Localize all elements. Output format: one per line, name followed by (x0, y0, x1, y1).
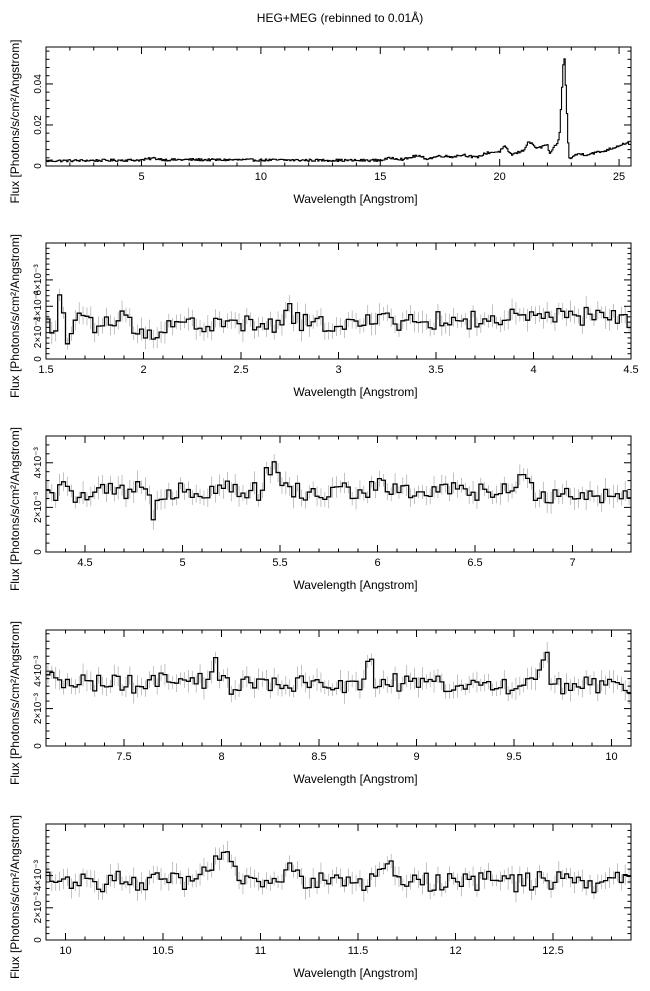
spectrum-line (46, 851, 631, 894)
y-axis-label: Flux [Photons/s/cm²/Angstrom] (8, 39, 22, 203)
x-tick-label: 5 (138, 171, 144, 183)
x-tick-label: 4.5 (77, 557, 92, 569)
y-tick-label: 4×10⁻³ (33, 290, 44, 322)
x-tick-label: 10 (59, 945, 71, 957)
x-tick-label: 9.5 (506, 751, 521, 763)
x-tick-label: 7 (569, 557, 575, 569)
panel-1: 5 10 15 20 25 0 0.02 0.04 Wavelength [Angstrom] F… (8, 39, 632, 206)
x-tick-label: 1.5 (38, 364, 53, 376)
y-tick-label: 0 (33, 743, 44, 749)
x-tick-label: 7.5 (116, 751, 131, 763)
data-series (46, 288, 631, 350)
data-series (46, 840, 631, 903)
y-axis-label: Flux [Photons/s/cm²/Angstrom] (8, 815, 22, 979)
x-axis-label: Wavelength [Angstrom] (293, 578, 417, 592)
x-tick-label: 6.5 (467, 557, 482, 569)
panel-5: 10 10.5 11 11.5 12 12.5 0 2×10⁻³4×10⁻³ Wavelengt… (8, 815, 632, 980)
y-tick-label: 0.04 (33, 74, 44, 94)
spectrum-line (46, 651, 631, 695)
x-tick-label: 12 (449, 945, 461, 957)
x-tick-label: 10 (255, 171, 267, 183)
panel-2: 1.5 2 2.5 3 3.5 4 4.5 0 2×10⁻³4×10⁻³6×10⁻³ Wavele… (8, 234, 639, 399)
x-axis-label: Wavelength [Angstrom] (293, 192, 417, 206)
plot-frame (45, 242, 632, 360)
plot-frame (45, 46, 632, 167)
y-tick-label: 0 (33, 356, 44, 362)
x-tick-label: 6 (374, 557, 380, 569)
data-series (46, 58, 631, 163)
panel-4: 7.5 8 8.5 9 9.5 10 0 2×10⁻³ 4×10⁻³ Wavelength [An… (8, 621, 632, 786)
y-tick-label: 2×10⁻³ (33, 692, 44, 724)
spectrum-line (46, 58, 631, 163)
x-tick-label: 10.5 (152, 945, 173, 957)
x-tick-label: 2 (140, 364, 146, 376)
x-axis-label: Wavelength [Angstrom] (293, 385, 417, 399)
x-axis-label: Wavelength [Angstrom] (293, 966, 417, 980)
x-tick-label: 25 (613, 171, 625, 183)
x-tick-label: 8 (218, 751, 224, 763)
x-tick-label: 9 (413, 751, 419, 763)
figure-title: HEG+MEG (rebinned to 0.01Å) (257, 10, 423, 25)
error-bars (47, 288, 630, 350)
y-tick-label: 4×10⁻³ (33, 447, 44, 479)
x-tick-label: 10 (605, 751, 617, 763)
data-series (46, 454, 631, 530)
y-axis-label: Flux [Photons/s/cm²/Angstrom] (8, 621, 22, 785)
x-tick-label: 11 (255, 945, 266, 957)
spectrum-line (46, 461, 631, 521)
x-tick-label: 20 (494, 171, 506, 183)
error-bars (47, 642, 630, 705)
x-tick-label: 4 (530, 364, 536, 376)
x-tick-label: 3 (335, 364, 341, 376)
panel-3: 4.5 5 5.5 6 6.5 7 0 2×10⁻³ 4×10⁻³ Wavelength [Ang… (8, 427, 632, 592)
x-tick-label: 2.5 (233, 364, 248, 376)
y-tick-label: 4×10⁻³ (33, 655, 44, 687)
y-tick-label: 6×10⁻³ (33, 264, 44, 296)
y-tick-label: 2×10⁻³ (33, 892, 44, 924)
x-tick-label: 8.5 (311, 751, 326, 763)
y-tick-label: 0.02 (33, 115, 44, 135)
y-axis-label: Flux [Photons/s/cm²/Angstrom] (8, 427, 22, 591)
x-tick-label: 5 (179, 557, 185, 569)
x-tick-label: 3.5 (428, 364, 443, 376)
x-axis-label: Wavelength [Angstrom] (293, 772, 417, 786)
x-tick-label: 11.5 (348, 945, 369, 957)
x-tick-label: 5.5 (272, 557, 287, 569)
y-tick-label: 2×10⁻³ (33, 316, 44, 348)
y-tick-label: 0 (33, 163, 44, 169)
x-tick-label: 4.5 (623, 364, 638, 376)
y-axis-label: Flux [Photons/s/cm²/Angstrom] (8, 234, 22, 398)
x-tick-label: 12.5 (542, 945, 563, 957)
y-tick-label: 0 (33, 549, 44, 555)
y-tick-label: 0 (33, 937, 44, 943)
y-tick-label: 2×10⁻³ (33, 491, 44, 523)
spectrum-line (46, 294, 631, 345)
y-tick-label: 4×10⁻³ (33, 859, 44, 891)
data-series (46, 642, 631, 705)
x-tick-label: 15 (374, 171, 386, 183)
